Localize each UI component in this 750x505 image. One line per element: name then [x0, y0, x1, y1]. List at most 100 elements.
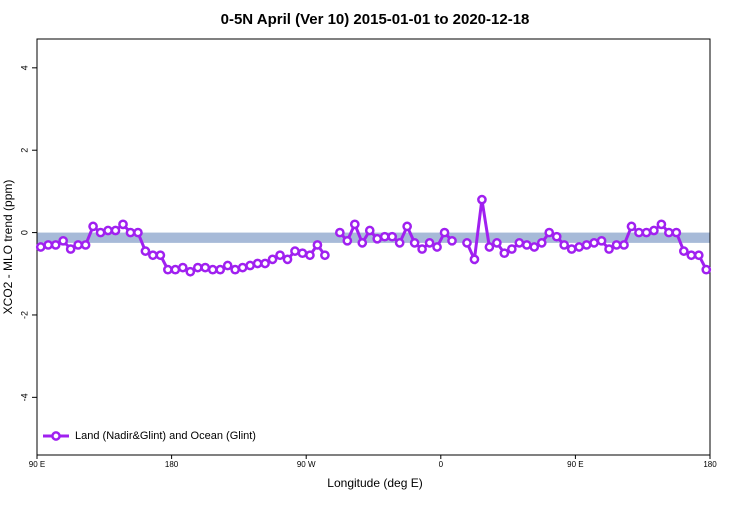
- data-point: [394, 238, 405, 248]
- data-point: [282, 254, 293, 265]
- x-tick-label: 180: [165, 460, 179, 469]
- data-point: [521, 240, 532, 250]
- data-point: [349, 219, 360, 230]
- data-point: [544, 227, 555, 238]
- data-point: [312, 240, 323, 250]
- data-point: [177, 262, 188, 273]
- data-point: [611, 240, 622, 250]
- x-tick-label: 90 E: [567, 460, 583, 469]
- x-tick-label: 90 E: [29, 460, 45, 469]
- data-point: [88, 221, 98, 232]
- data-point: [432, 242, 442, 252]
- data-point: [320, 250, 330, 261]
- data-point: [417, 244, 427, 254]
- data-point: [559, 240, 570, 250]
- data-point: [536, 238, 547, 248]
- data-point: [267, 254, 278, 265]
- data-point: [514, 238, 525, 248]
- data-point: [506, 244, 517, 254]
- data-point: [133, 227, 143, 238]
- data-point: [589, 238, 599, 248]
- data-point: [215, 264, 226, 275]
- data-point: [110, 225, 121, 236]
- data-point: [245, 260, 255, 271]
- data-point: [73, 240, 83, 250]
- data-point: [260, 258, 270, 269]
- data-point: [701, 264, 712, 275]
- legend-marker: [51, 431, 61, 441]
- data-point: [192, 262, 203, 273]
- data-point: [163, 264, 173, 275]
- data-point: [566, 244, 577, 254]
- x-tick-label: 180: [703, 460, 717, 469]
- data-point: [462, 238, 472, 248]
- y-tick-label: 2: [19, 148, 29, 153]
- data-point: [387, 231, 398, 242]
- data-point: [656, 219, 667, 230]
- x-tick-label: 0: [439, 460, 444, 469]
- data-point: [148, 250, 158, 261]
- data-point: [207, 264, 218, 275]
- data-point: [372, 233, 383, 244]
- data-point: [678, 246, 689, 256]
- y-tick-label: 4: [19, 65, 29, 70]
- data-point: [693, 250, 704, 261]
- data-point: [290, 246, 300, 256]
- data-point: [424, 238, 435, 248]
- data-point: [364, 225, 375, 236]
- data-point: [252, 258, 263, 269]
- data-point: [237, 262, 248, 273]
- data-point: [103, 225, 113, 236]
- data-point: [499, 248, 510, 259]
- data-point: [439, 227, 450, 238]
- data-point: [342, 235, 353, 246]
- data-point: [58, 235, 69, 246]
- data-point: [118, 219, 128, 230]
- data-point: [484, 242, 495, 252]
- data-point: [65, 244, 76, 254]
- data-point: [95, 227, 106, 238]
- data-point: [619, 240, 629, 250]
- data-point: [80, 240, 91, 250]
- data-point: [125, 227, 136, 238]
- data-point: [477, 194, 487, 205]
- data-point: [297, 248, 308, 259]
- data-point: [155, 250, 166, 261]
- legend-label: Land (Nadir&Glint) and Ocean (Glint): [75, 430, 256, 442]
- data-point: [200, 262, 211, 273]
- data-point: [664, 227, 674, 238]
- data-point: [574, 242, 584, 252]
- data-point: [492, 238, 502, 248]
- data-point: [409, 238, 420, 248]
- data-point: [140, 246, 151, 256]
- data-point: [596, 235, 607, 246]
- data-point: [469, 254, 480, 265]
- data-point: [379, 231, 390, 242]
- y-tick-label: -2: [19, 311, 29, 319]
- data-point: [170, 264, 181, 275]
- chart-title: 0-5N April (Ver 10) 2015-01-01 to 2020-1…: [221, 11, 530, 28]
- data-point: [604, 244, 614, 254]
- y-tick-label: 0: [19, 230, 29, 235]
- y-axis-label: XCO2 - MLO trend (ppm): [1, 180, 15, 315]
- x-tick-label: 90 W: [297, 460, 316, 469]
- data-point: [671, 227, 682, 238]
- data-point: [50, 240, 61, 250]
- data-point: [222, 260, 233, 271]
- data-point: [305, 250, 315, 261]
- x-axis-label: Longitude (deg E): [327, 476, 422, 490]
- data-point: [626, 221, 637, 232]
- data-point: [230, 264, 241, 275]
- data-point: [357, 238, 368, 248]
- data-point: [686, 250, 697, 261]
- data-point: [641, 227, 652, 238]
- data-point: [529, 242, 540, 252]
- data-point: [447, 235, 457, 246]
- data-point: [649, 225, 659, 236]
- data-point: [402, 221, 412, 232]
- data-point: [551, 231, 562, 242]
- data-point: [275, 250, 285, 261]
- data-point: [634, 227, 644, 238]
